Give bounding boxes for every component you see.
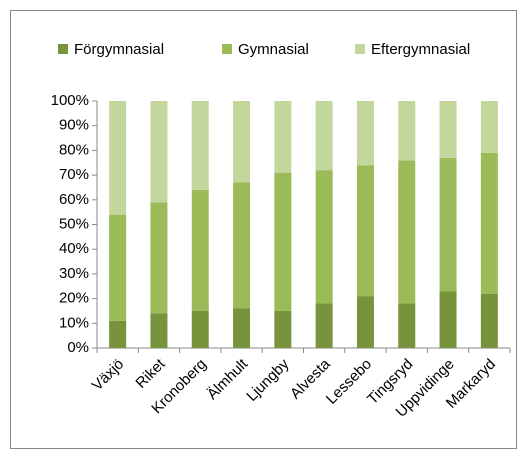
bar-segment: [274, 172, 292, 311]
y-tick-label: 60%: [59, 191, 89, 208]
y-tick-label: 80%: [59, 141, 89, 158]
bar-segment: [274, 101, 292, 173]
bar-segment: [439, 157, 457, 292]
bar-segment: [150, 202, 168, 314]
bar-segment: [398, 101, 416, 161]
y-tick-label: 90%: [59, 117, 89, 134]
bar-segment: [398, 160, 416, 304]
bar-segment: [233, 182, 251, 309]
y-tick-label: 70%: [59, 166, 89, 183]
legend-label: Förgymnasial: [74, 41, 164, 58]
bar-segment: [356, 296, 374, 348]
bar-segment: [439, 291, 457, 348]
bar-segment: [233, 308, 251, 348]
chart-frame: [10, 10, 517, 449]
bar-segment: [439, 101, 457, 158]
bar-segment: [480, 293, 498, 348]
legend-swatch: [58, 44, 68, 54]
legend-swatch: [355, 44, 365, 54]
y-tick-label: 20%: [59, 290, 89, 307]
bar-segment: [191, 189, 209, 311]
bar-segment: [480, 152, 498, 294]
bar-segment: [109, 214, 127, 321]
legend-swatch: [222, 44, 232, 54]
bar-segment: [191, 101, 209, 190]
y-tick-label: 30%: [59, 265, 89, 282]
bar-segment: [315, 170, 333, 304]
bar-segment: [480, 101, 498, 153]
bar-segment: [191, 310, 209, 348]
bar-segment: [356, 165, 374, 297]
bar-segment: [109, 320, 127, 348]
bar-segment: [356, 101, 374, 166]
y-tick-label: 10%: [59, 314, 89, 331]
bar-segment: [398, 303, 416, 348]
legend-label: Gymnasial: [238, 41, 309, 58]
bar-segment: [233, 101, 251, 183]
y-tick-label: 100%: [51, 92, 89, 109]
bar-segment: [274, 310, 292, 348]
y-tick-label: 50%: [59, 215, 89, 232]
y-tick-label: 0%: [67, 339, 89, 356]
bar-segment: [315, 303, 333, 348]
y-tick-label: 40%: [59, 240, 89, 257]
legend-label: Eftergymnasial: [371, 41, 470, 58]
bar-segment: [150, 313, 168, 348]
bar-segment: [109, 101, 127, 215]
bar-segment: [150, 101, 168, 203]
bar-segment: [315, 101, 333, 171]
